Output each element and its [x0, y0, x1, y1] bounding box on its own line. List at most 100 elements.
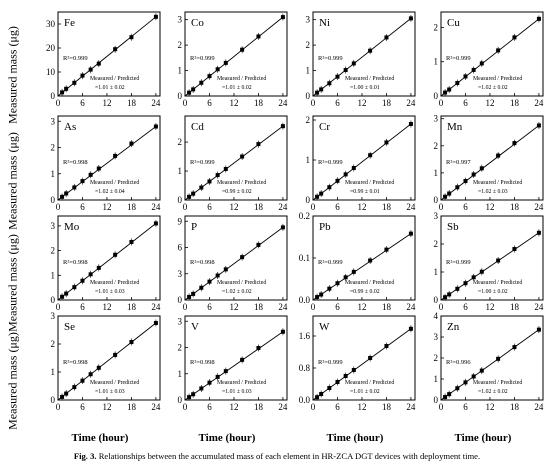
data-point [447, 392, 452, 397]
x-tick-label: 6 [207, 202, 212, 212]
x-tick-label: 0 [439, 98, 444, 108]
data-point [512, 141, 517, 146]
x-tick-label: 24 [278, 402, 288, 412]
x-tick-label: 18 [510, 402, 520, 412]
ratio-label: Measured / Predicted [473, 180, 522, 186]
data-point [64, 391, 69, 396]
data-point [496, 48, 501, 53]
y-tick-label: 2 [306, 40, 311, 50]
data-point [113, 252, 118, 257]
element-label: Zn [447, 321, 460, 333]
x-tick-label: 24 [406, 202, 416, 212]
data-point [384, 140, 389, 145]
x-tick-label: 18 [254, 202, 264, 212]
ratio-value: =1.01 ± 0.02 [95, 85, 125, 91]
data-point [80, 179, 85, 184]
data-point [327, 286, 332, 291]
y-axis-label: Measured mass (μg) [5, 332, 20, 430]
x-tick-label: 18 [254, 402, 264, 412]
x-tick-label: 24 [278, 202, 288, 212]
x-tick-label: 0 [439, 202, 444, 212]
data-point [335, 281, 340, 286]
y-tick-label: 3 [434, 211, 439, 221]
x-tick-label: 12 [357, 402, 366, 412]
y-tick-label: 3 [51, 116, 56, 126]
data-point [496, 258, 501, 263]
data-point [408, 122, 413, 126]
data-point [64, 86, 69, 91]
data-point [335, 74, 340, 79]
x-tick-label: 18 [127, 98, 137, 108]
x-tick-label: 0 [183, 402, 188, 412]
data-point [72, 80, 77, 85]
y-tick-label: 1 [434, 374, 439, 384]
x-tick-label: 24 [406, 98, 416, 108]
data-point [153, 221, 158, 226]
data-point [60, 294, 65, 299]
ratio-value: =0.99 ± 0.02 [350, 289, 380, 295]
data-point [463, 74, 468, 79]
data-point [343, 172, 348, 177]
y-tick-label: 2 [51, 339, 56, 349]
y-tick-label: 1.6 [299, 331, 311, 341]
data-point [471, 172, 476, 177]
x-tick-label: 18 [382, 402, 392, 412]
x-tick-label: 12 [102, 98, 111, 108]
y-tick-label: 3 [51, 221, 56, 231]
y-tick-label: 0 [434, 91, 439, 101]
data-point [199, 386, 204, 391]
x-tick-label: 0 [56, 98, 61, 108]
data-point [479, 166, 484, 171]
x-tick-label: 12 [102, 202, 111, 212]
data-point [199, 80, 204, 85]
y-tick-label: 20 [46, 43, 56, 53]
y-tick-label: 2 [178, 40, 183, 50]
ratio-label: Measured / Predicted [345, 380, 394, 386]
x-tick-label: 0 [183, 302, 188, 312]
data-point [88, 372, 93, 377]
data-point [80, 73, 85, 78]
y-tick-label: 0 [434, 395, 439, 405]
data-point [64, 291, 69, 296]
data-point [280, 225, 285, 230]
x-tick-label: 12 [102, 402, 111, 412]
y-tick-label: 0 [306, 195, 311, 205]
x-tick-label: 24 [406, 402, 416, 412]
data-point [447, 292, 452, 297]
x-tick-label: 18 [382, 98, 392, 108]
r-squared-label: R²=0.998 [63, 259, 88, 266]
data-point [60, 394, 65, 399]
data-point [471, 374, 476, 379]
x-tick-label: 24 [278, 98, 288, 108]
x-tick-label: 18 [127, 202, 137, 212]
data-point [536, 16, 541, 21]
data-point [280, 329, 285, 334]
data-point [315, 194, 320, 199]
plot-frame [184, 11, 288, 97]
data-point [512, 35, 517, 40]
ratio-value: =0.99 ± 0.02 [222, 189, 252, 195]
element-label: Ni [319, 17, 330, 29]
element-label: W [319, 321, 330, 333]
data-point [88, 67, 93, 72]
x-axis-label-col1: Time (hour) [71, 432, 129, 444]
data-point [191, 87, 196, 92]
panel-w: 0 6 12 18 24 0.0 0.8 1.6 W R²=0.999 Measured / Pre… [299, 315, 416, 412]
y-tick-label: 3 [434, 332, 439, 342]
data-point [187, 90, 192, 95]
data-point [319, 392, 324, 396]
data-point [187, 194, 192, 199]
y-tick-label: 1 [434, 57, 439, 67]
data-point [207, 380, 212, 385]
x-tick-label: 24 [151, 202, 161, 212]
x-tick-label: 6 [463, 402, 468, 412]
data-point [223, 369, 228, 374]
y-tick-label: 0.0 [299, 295, 311, 305]
data-point [455, 80, 460, 85]
x-tick-label: 12 [357, 202, 366, 212]
data-point [351, 61, 356, 66]
data-point [240, 357, 245, 362]
data-point [256, 242, 261, 247]
